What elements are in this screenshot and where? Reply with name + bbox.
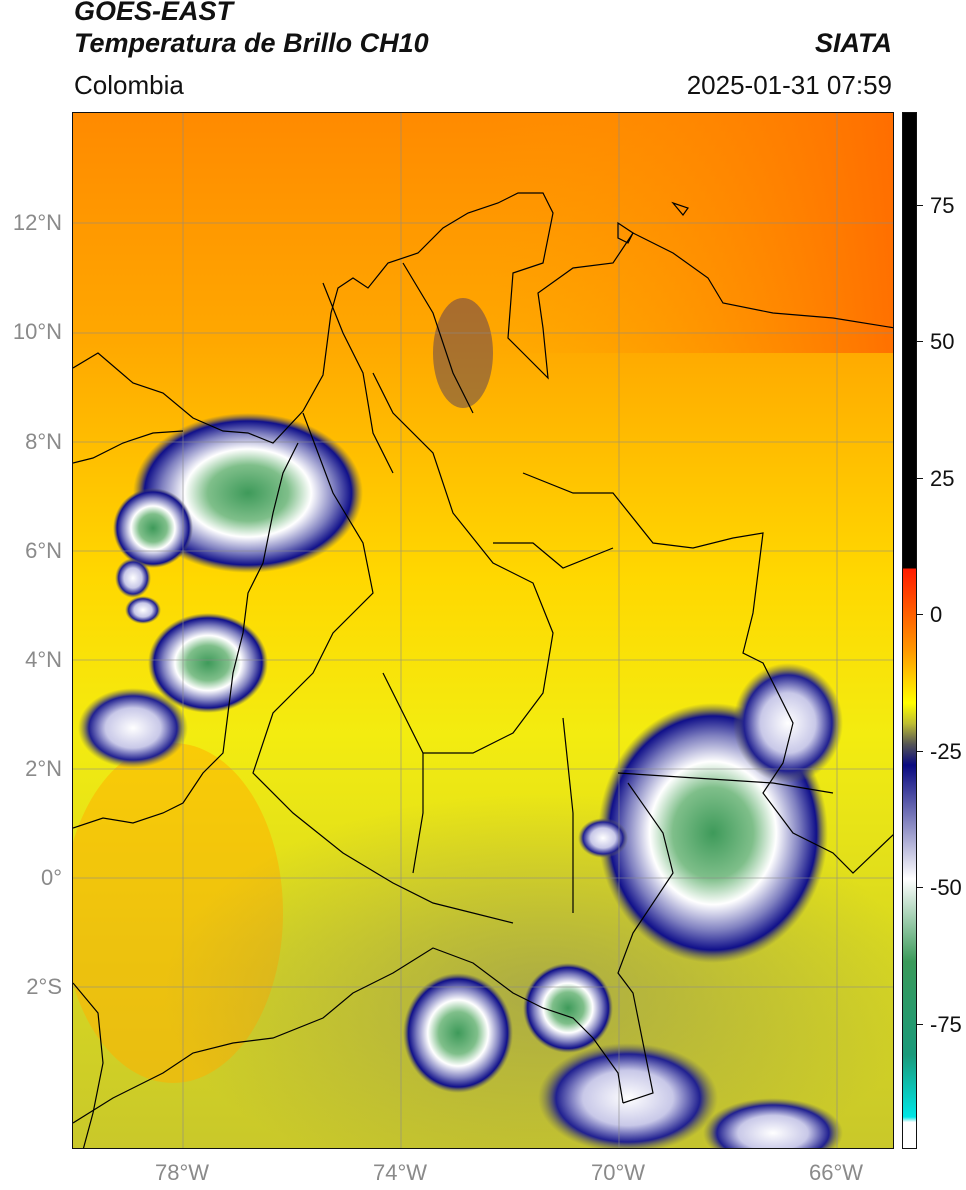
lat-label: 8°N	[25, 429, 62, 454]
internal-boundary-3	[322, 282, 394, 474]
cloud-cluster-pacific-3	[125, 596, 161, 624]
colorbar-tick	[917, 205, 923, 206]
internal-boundary-5	[493, 542, 614, 569]
lon-label: 74°W	[372, 1160, 428, 1185]
map-grid	[73, 113, 893, 1148]
cloud-cluster-caqueta	[403, 973, 513, 1093]
island-aruba	[671, 201, 689, 216]
colorbar-tick	[917, 614, 923, 615]
colorbar-label: -75	[930, 1012, 962, 1037]
panama-coast	[73, 430, 184, 464]
cloud-cluster-narino	[78, 688, 188, 768]
cloud-cluster-putumayo	[523, 963, 613, 1053]
title-line-2: Temperatura de Brillo CH10	[74, 28, 429, 58]
colorbar-label: 50	[930, 329, 955, 354]
lon-label: 78°W	[154, 1160, 210, 1185]
title-line-1: GOES-EAST	[74, 0, 234, 26]
lat-label: 2°N	[25, 756, 62, 781]
colorbar-label: 25	[930, 466, 955, 491]
internal-boundary-7	[562, 717, 574, 913]
lat-label: 0°	[40, 865, 62, 890]
lat-label: 2°S	[26, 974, 62, 999]
cloud-cluster-venezuela-south	[733, 663, 843, 783]
lat-label: 10°N	[12, 319, 62, 344]
colorbar-label: -50	[930, 875, 962, 900]
cloud-cluster-valle	[148, 613, 268, 713]
internal-boundary-6	[412, 753, 424, 874]
colorbar-label: -25	[930, 739, 962, 764]
colorbar-tick	[917, 887, 923, 888]
lat-label: 4°N	[25, 647, 62, 672]
lon-label: 70°W	[590, 1160, 646, 1185]
island-curacao	[617, 221, 634, 244]
cloud-clusters	[78, 298, 843, 1148]
internal-boundary-1	[252, 412, 514, 924]
temperature-colorbar	[902, 112, 917, 1149]
cloud-cluster-small-1	[578, 818, 628, 858]
colorbar-label: 75	[930, 193, 955, 218]
map-canvas	[73, 113, 893, 1148]
lon-label: 66°W	[808, 1160, 864, 1185]
colombia-peru-border	[73, 947, 624, 1124]
colorbar-label: 0	[930, 602, 943, 627]
satellite-map	[72, 112, 894, 1149]
cloud-cluster-amazon-south	[538, 1043, 718, 1148]
colorbar-tick	[917, 341, 923, 342]
ecuador-coast	[73, 982, 104, 1148]
cloud-cluster-amazon-southeast	[703, 1098, 843, 1148]
region-label: Colombia	[74, 70, 184, 100]
pacific-coastline	[73, 442, 299, 829]
colorbar-tick	[917, 478, 923, 479]
cloud-cluster-pacific-2	[115, 558, 151, 598]
brazil-venezuela-border	[617, 772, 834, 794]
brand-label: SIATA	[815, 28, 892, 58]
timestamp-label: 2025-01-31 07:59	[686, 70, 892, 100]
colombia-brazil-border	[617, 782, 674, 1104]
warm-sea-region	[493, 113, 893, 353]
colombia-venezuela-border	[522, 472, 893, 874]
colorbar-tick	[917, 1024, 923, 1025]
cloud-cluster-perija	[433, 298, 493, 408]
coastlines-borders	[73, 192, 893, 1148]
internal-boundary-4	[402, 262, 474, 414]
cloud-cluster-pacific-1	[113, 488, 193, 568]
lat-label: 6°N	[25, 538, 62, 563]
caribbean-coastline	[73, 192, 893, 444]
lat-label: 12°N	[12, 210, 62, 235]
colorbar-tick	[917, 751, 923, 752]
